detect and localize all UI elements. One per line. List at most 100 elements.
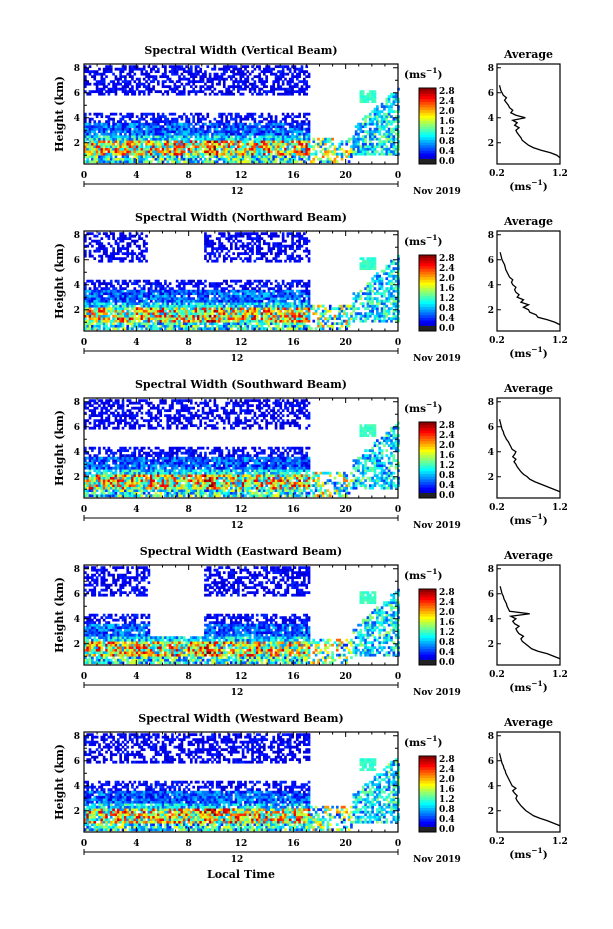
- heatmap-cell: [234, 150, 238, 154]
- heatmap-cell: [119, 319, 122, 323]
- heatmap-cell: [227, 92, 231, 96]
- heatmap-cell: [298, 142, 301, 146]
- heatmap-cell: [208, 292, 212, 296]
- heatmap-cell: [180, 130, 184, 134]
- heatmap-cell: [284, 87, 287, 91]
- heatmap-cell: [298, 127, 301, 131]
- heatmap-cell: [387, 150, 391, 154]
- heatmap-cell: [230, 140, 233, 144]
- heatmap-cell: [305, 150, 309, 154]
- heatmap-cell: [258, 150, 261, 154]
- heatmap-cell: [133, 312, 137, 316]
- heatmap-cell: [173, 160, 177, 164]
- heatmap-cell: [248, 254, 252, 258]
- heatmap-cell: [321, 312, 325, 316]
- heatmap-cell: [305, 112, 309, 116]
- heatmap-cell: [197, 309, 200, 313]
- heatmap-cell: [157, 157, 160, 161]
- heatmap-cell: [138, 142, 141, 146]
- colorbar-segment: [419, 98, 436, 102]
- heatmap-cell: [147, 150, 151, 154]
- heatmap-cell: [187, 120, 191, 124]
- heatmap-cell: [105, 130, 108, 134]
- heatmap-cell: [124, 120, 127, 124]
- heatmap-cell: [270, 132, 273, 136]
- heatmap-cell: [201, 302, 205, 306]
- heatmap-cell: [354, 130, 358, 134]
- heatmap-cell: [230, 142, 233, 146]
- heatmap-cell: [102, 232, 106, 236]
- heatmap-cell: [86, 244, 90, 248]
- heatmap-cell: [291, 294, 294, 298]
- heatmap-cell: [270, 127, 273, 131]
- heatmap-cell: [291, 140, 294, 144]
- heatmap-cell: [159, 127, 163, 131]
- heatmap-cell: [251, 247, 254, 251]
- heatmap-cell: [185, 125, 188, 129]
- heatmap-cell: [161, 142, 165, 146]
- heatmap-cell: [284, 259, 287, 263]
- x-tick-label: 20: [339, 171, 352, 181]
- heatmap-cell: [166, 327, 170, 331]
- heatmap-cell: [213, 122, 217, 126]
- heatmap-cell: [98, 317, 101, 321]
- heatmap-cell: [194, 157, 198, 161]
- heatmap-cell: [197, 287, 200, 291]
- heatmap-cell: [114, 77, 118, 81]
- heatmap-cell: [173, 90, 177, 94]
- heatmap-cell: [352, 152, 356, 156]
- heatmap-cell: [121, 299, 125, 303]
- heatmap-cell: [91, 157, 94, 161]
- heatmap-cell: [237, 307, 240, 311]
- heatmap-cell: [159, 145, 163, 149]
- heatmap-cell: [121, 130, 125, 134]
- average-x-label-base: (ms: [509, 181, 531, 193]
- heatmap-cell: [303, 145, 306, 149]
- heatmap-cell: [152, 304, 155, 308]
- heatmap-cell: [225, 327, 228, 331]
- heatmap-cell: [232, 292, 236, 296]
- heatmap-cell: [295, 122, 299, 126]
- heatmap-cell: [159, 314, 163, 318]
- heatmap-cell: [91, 309, 94, 313]
- heatmap-cell: [288, 80, 292, 84]
- heatmap-cell: [211, 90, 214, 94]
- heatmap-cell: [178, 317, 181, 321]
- heatmap-cell: [154, 289, 158, 293]
- colorbar-tick-label: 0.0: [439, 157, 455, 167]
- heatmap-cell: [284, 147, 287, 151]
- heatmap-cell: [105, 319, 108, 323]
- heatmap-cell: [286, 294, 290, 298]
- heatmap-cell: [361, 130, 365, 134]
- heatmap-cell: [272, 299, 276, 303]
- heatmap-cell: [225, 160, 228, 164]
- heatmap-cell: [227, 289, 231, 293]
- heatmap-cell: [258, 312, 261, 316]
- heatmap-cell: [91, 142, 94, 146]
- heatmap-cell: [251, 142, 254, 146]
- heatmap-cell: [255, 150, 259, 154]
- heatmap-cell: [272, 244, 276, 248]
- heatmap-cell: [189, 122, 193, 126]
- heatmap-cell: [218, 252, 221, 256]
- heatmap-cell: [244, 135, 247, 139]
- heatmap-cell: [149, 314, 153, 318]
- heatmap-cell: [175, 152, 179, 156]
- heatmap-cell: [93, 72, 97, 76]
- heatmap-cell: [149, 122, 153, 126]
- heatmap-cell: [265, 259, 268, 263]
- heatmap-cell: [124, 135, 127, 139]
- heatmap-cell: [366, 92, 370, 96]
- heatmap-cell: [95, 147, 99, 151]
- heatmap-cell: [149, 87, 153, 91]
- heatmap-cell: [324, 152, 327, 156]
- heatmap-cell: [112, 90, 115, 94]
- heatmap-cell: [230, 132, 233, 136]
- heatmap-cell: [131, 145, 134, 149]
- heatmap-cell: [204, 319, 207, 323]
- heatmap-cell: [241, 299, 245, 303]
- heatmap-cell: [237, 127, 240, 131]
- heatmap-cell: [281, 80, 285, 84]
- heatmap-cell: [225, 135, 228, 139]
- heatmap-cell: [124, 140, 127, 144]
